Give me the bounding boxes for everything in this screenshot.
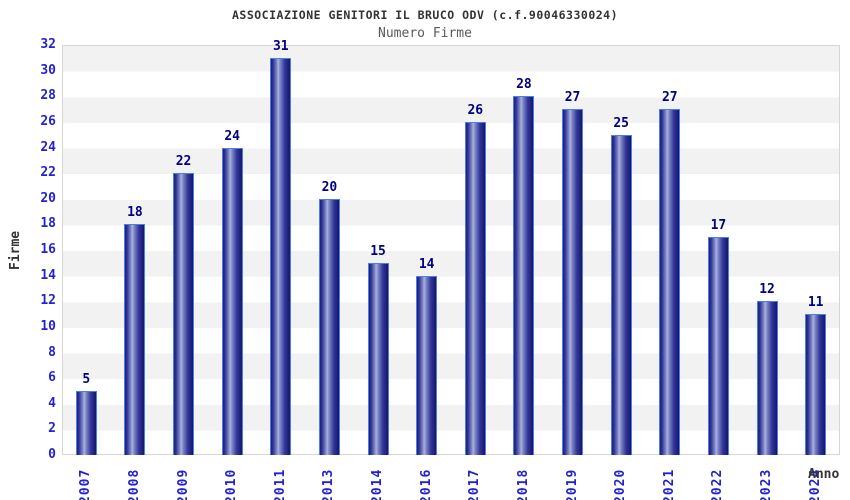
chart-title: ASSOCIAZIONE GENITORI IL BRUCO ODV (c.f.… (231, 8, 619, 22)
bar-2009 (173, 173, 195, 455)
bar-2018 (513, 96, 535, 455)
bar-value-label: 27 (564, 90, 581, 106)
x-tick-label: 2023 (759, 468, 775, 500)
y-tick-label: 24 (40, 139, 56, 155)
bar-value-label: 11 (807, 295, 824, 311)
y-tick-label: 4 (48, 395, 56, 411)
bar-2020 (610, 134, 632, 455)
x-tick-label: 2007 (78, 468, 94, 500)
bar-value-label: 17 (710, 218, 727, 234)
y-tick-label: 26 (40, 113, 56, 129)
y-tick-label: 22 (40, 165, 56, 181)
y-tick-label: 2 (48, 421, 56, 437)
x-tick-label: 2019 (564, 468, 580, 500)
bar-2013 (318, 198, 340, 455)
y-tick-label: 30 (40, 62, 56, 78)
y-tick-label: 16 (40, 242, 56, 257)
bar-value-label: 27 (661, 90, 678, 106)
bar-2007 (75, 390, 97, 455)
bar-value-label: 25 (613, 115, 630, 131)
bar-value-label: 18 (127, 205, 143, 221)
bar-2019 (562, 109, 584, 455)
bar-2022 (707, 237, 729, 455)
bar-value-label: 5 (82, 371, 91, 387)
bar-value-label: 14 (418, 256, 435, 272)
y-tick-label: 32 (40, 37, 56, 52)
bar-2014 (367, 262, 389, 455)
y-tick-label: 8 (48, 344, 56, 360)
bar-value-label: 20 (321, 179, 338, 195)
x-tick-label: 2020 (613, 468, 629, 500)
x-tick-label: 2017 (467, 468, 483, 500)
bar-2021 (659, 109, 681, 455)
x-tick-label: 2021 (661, 468, 677, 500)
bar-value-label: 28 (516, 77, 532, 93)
x-tick-label: 2022 (710, 468, 726, 500)
y-tick-label: 28 (40, 88, 56, 104)
bar-value-label: 24 (224, 128, 241, 144)
y-tick-label: 10 (40, 318, 56, 334)
y-tick-label: 0 (48, 447, 56, 462)
y-tick-label: 14 (40, 267, 56, 283)
bar-value-label: 31 (272, 38, 289, 54)
y-tick-label: 20 (40, 190, 56, 206)
bar-2010 (221, 147, 243, 455)
x-tick-label: 2013 (321, 468, 337, 500)
y-tick-label: 18 (40, 216, 56, 232)
bar-2008 (124, 224, 146, 455)
bar-value-label: 15 (370, 243, 386, 259)
x-tick-label: 2010 (224, 468, 240, 500)
x-tick-label: 2008 (126, 468, 142, 500)
bar-2017 (464, 121, 486, 455)
x-tick-label: 2011 (272, 468, 288, 500)
x-tick-label: 2014 (370, 468, 386, 500)
chart-subtitle: Numero Firme (378, 26, 472, 41)
bar-2024 (805, 314, 827, 455)
y-tick-label: 6 (48, 370, 56, 386)
x-tick-label: 2009 (175, 468, 191, 500)
x-tick-label: 2018 (515, 468, 531, 500)
x-tick-label: 2016 (418, 468, 434, 500)
bar-2011 (270, 57, 292, 455)
bar-value-label: 12 (759, 282, 775, 298)
y-tick-label: 12 (40, 293, 56, 309)
bar-2023 (756, 301, 778, 455)
x-axis-title: Anno (808, 467, 840, 482)
bar-2016 (416, 275, 438, 455)
bar-value-label: 22 (175, 154, 192, 170)
bar-value-label: 26 (467, 102, 484, 118)
